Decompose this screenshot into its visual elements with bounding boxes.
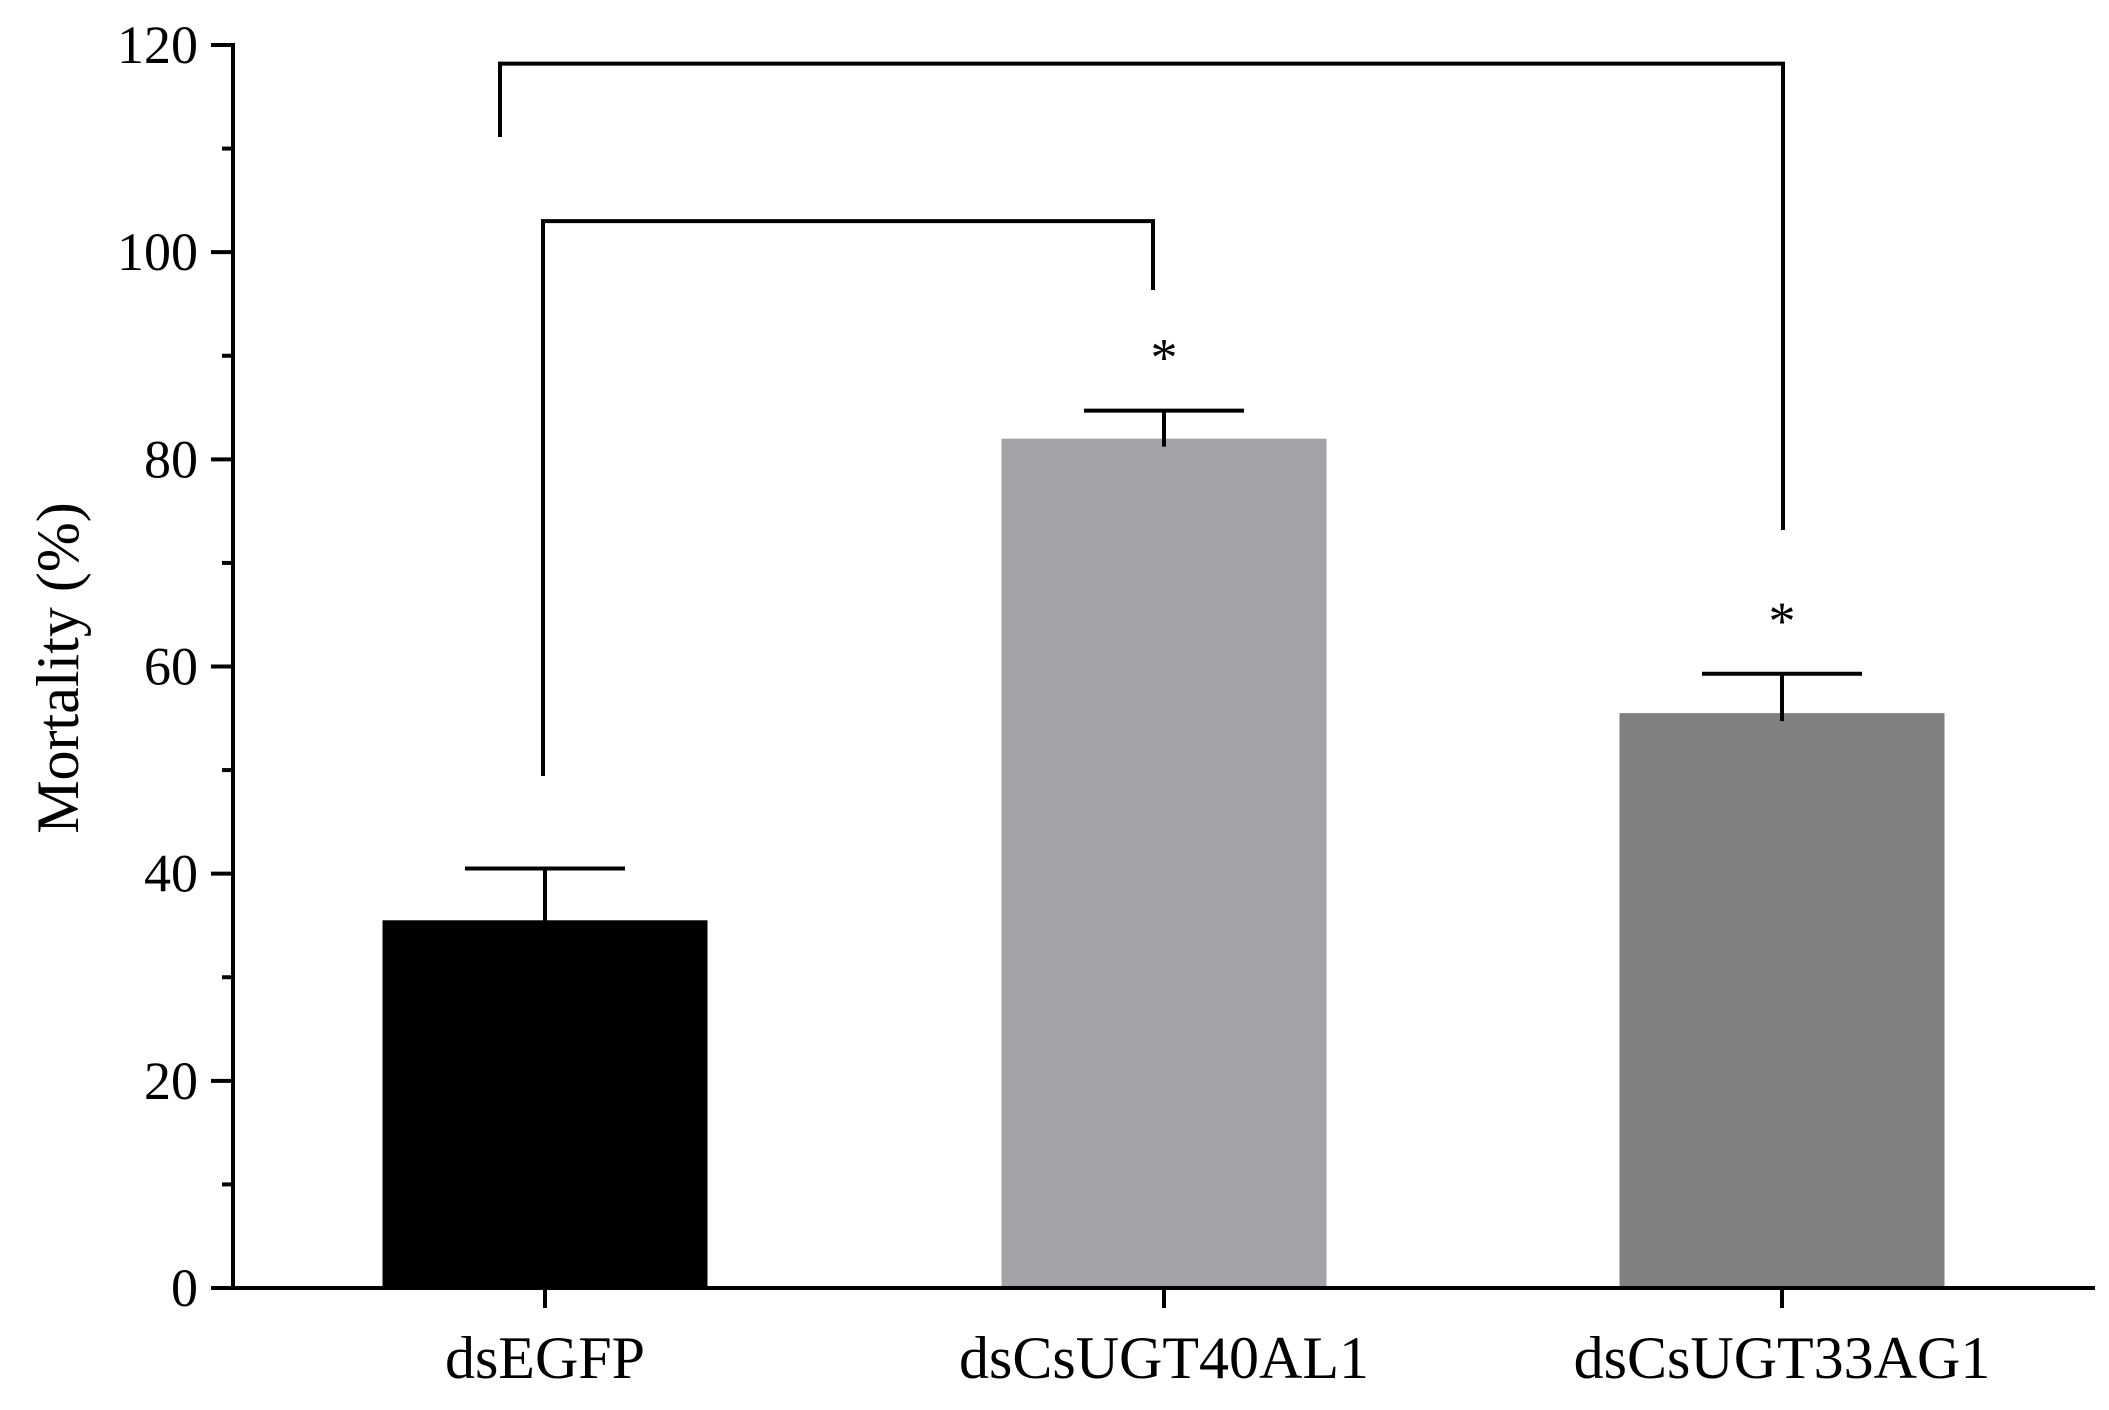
y-tick-label-0: 0: [171, 1258, 198, 1318]
error-bars-layer: [465, 408, 1862, 929]
y-tick-label-60: 60: [144, 637, 198, 697]
x-tick-label-dsCsUGT33AG1: dsCsUGT33AG1: [1574, 1325, 1991, 1391]
y-tick-label-20: 20: [144, 1051, 198, 1111]
x-tick-label-dsEGFP: dsEGFP: [445, 1325, 645, 1391]
axes-layer: [211, 43, 2095, 1308]
bar-dsEGFP: [382, 920, 708, 1288]
y-tick-label-80: 80: [144, 429, 198, 489]
comparison-brackets-layer: [498, 61, 1785, 776]
bars-layer: [382, 438, 1945, 1288]
labels-layer: * * 0 20 40 60 80 100 120 dsEGFP dsCsUGT40AL1 dsCsU…: [117, 15, 1990, 1391]
x-tick-label-dsCsUGT40AL1: dsCsUGT40AL1: [959, 1325, 1369, 1391]
y-tick-label-100: 100: [117, 222, 198, 282]
y-axis-title: Mortality (%): [25, 502, 91, 834]
comparison-bracket-dsEGFP-dsCsUGT33AG1: [498, 61, 1785, 530]
significance-mark-dsCsUGT33AG1: *: [1769, 591, 1796, 651]
y-tick-label-120: 120: [117, 15, 198, 75]
bar-dsCsUGT40AL1: [1001, 438, 1327, 1288]
bar-dsCsUGT33AG1: [1619, 713, 1945, 1288]
y-tick-label-40: 40: [144, 844, 198, 904]
comparison-bracket-dsEGFP-dsCsUGT40AL1: [541, 219, 1155, 776]
significance-mark-dsCsUGT40AL1: *: [1151, 328, 1178, 388]
